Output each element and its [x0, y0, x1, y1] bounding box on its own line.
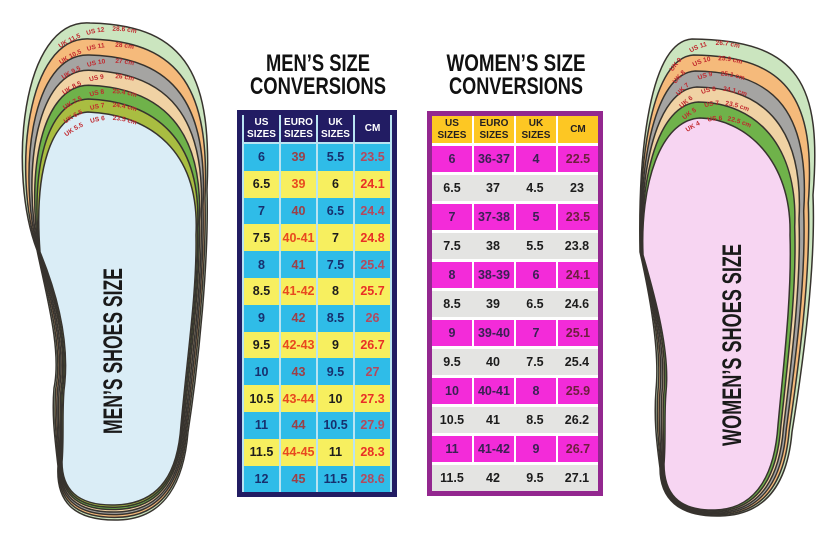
svg-text:28 cm: 28 cm	[115, 42, 135, 51]
svg-text:US 11: US 11	[86, 42, 105, 53]
svg-text:US 8: US 8	[89, 89, 105, 99]
svg-text:28.6 cm: 28.6 cm	[112, 26, 137, 35]
svg-text:WOMEN’S SHOES SIZE: WOMEN’S SHOES SIZE	[717, 244, 747, 446]
svg-text:24.4 cm: 24.4 cm	[112, 102, 137, 113]
svg-text:27 cm: 27 cm	[115, 58, 135, 67]
svg-text:US 6: US 6	[707, 115, 723, 124]
svg-text:26 cm: 26 cm	[115, 73, 135, 83]
svg-text:US 9: US 9	[88, 74, 104, 84]
svg-text:US 6: US 6	[89, 115, 105, 125]
svg-text:26.7 cm: 26.7 cm	[716, 40, 741, 50]
svg-text:25.1 cm: 25.1 cm	[720, 70, 745, 82]
svg-text:23.5 cm: 23.5 cm	[112, 115, 137, 127]
svg-text:CONVERSIONS: CONVERSIONS	[449, 73, 583, 100]
svg-text:MEN’S SHOES SIZE: MEN’S SHOES SIZE	[98, 268, 128, 434]
svg-text:US 8: US 8	[700, 86, 716, 96]
svg-text:US 12: US 12	[86, 26, 106, 37]
svg-text:US 9: US 9	[697, 71, 713, 82]
svg-text:CONVERSIONS: CONVERSIONS	[250, 73, 386, 100]
svg-text:US 10: US 10	[86, 58, 106, 69]
svg-text:WOMEN’S SIZE: WOMEN’S SIZE	[447, 50, 586, 77]
svg-text:MEN’S SIZE: MEN’S SIZE	[266, 50, 370, 77]
svg-text:US 7: US 7	[89, 102, 105, 112]
svg-text:US 7: US 7	[704, 100, 720, 109]
svg-text:25.4 cm: 25.4 cm	[112, 88, 137, 99]
svg-text:25.9 cm: 25.9 cm	[718, 55, 743, 66]
